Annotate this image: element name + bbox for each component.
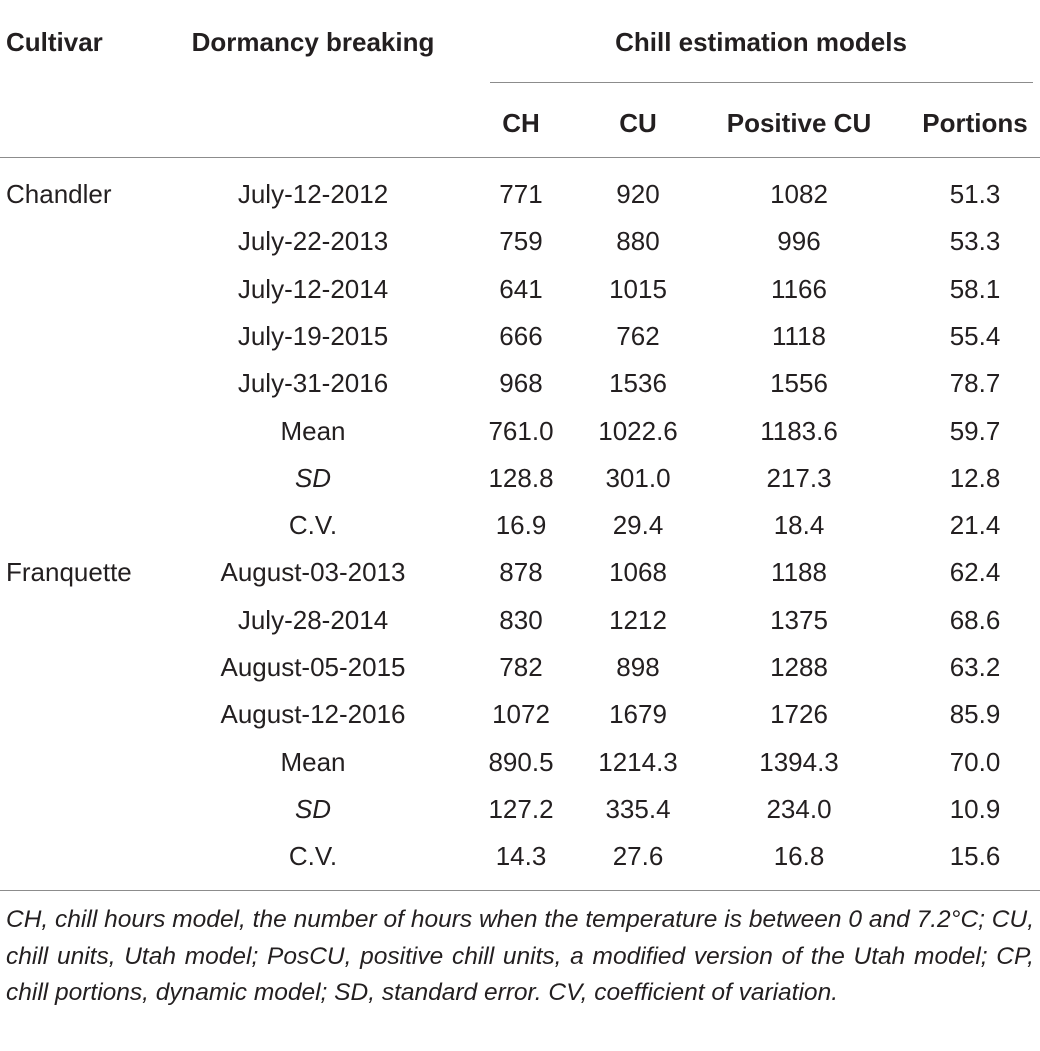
header-rule	[0, 157, 1040, 158]
cell-value: 666	[499, 320, 543, 351]
cell-value: 1726	[770, 699, 828, 730]
bottom-rule	[0, 890, 1040, 891]
cell-value: 70.0	[949, 746, 1001, 777]
row-label: July-19-2015	[237, 320, 389, 351]
cell-value: 62.4	[949, 557, 1001, 588]
row-label: August-05-2015	[220, 652, 406, 682]
cell-value: 78.7	[949, 368, 1001, 399]
row-label: August-03-2013	[220, 557, 406, 588]
cell-value: 58.1	[949, 273, 1001, 304]
cell-value: 996	[777, 226, 821, 257]
cell-value: 759	[499, 226, 543, 257]
cell-value: 21.4	[949, 510, 1001, 541]
cell-value: 335.4	[605, 793, 671, 824]
cell-value: 1394.3	[759, 746, 839, 777]
cell-value: 27.6	[612, 841, 664, 872]
cell-value: 16.8	[773, 841, 825, 872]
cell-value: 217.3	[766, 462, 832, 493]
column-header: CH	[502, 108, 540, 138]
cell-value: 762	[616, 320, 660, 351]
cell-value: 878	[499, 557, 543, 588]
cultivar: Chandler	[6, 179, 112, 209]
row-label: July-28-2014	[237, 604, 389, 635]
cell-value: 234.0	[766, 793, 832, 824]
cell-value: 771	[499, 179, 543, 209]
row-label: July-12-2014	[237, 273, 389, 304]
cell-value: 12.8	[949, 462, 1001, 493]
header-dormancy: Dormancy breaking	[191, 27, 435, 57]
cell-value: 1375	[770, 604, 828, 635]
cell-value: 1015	[609, 273, 667, 304]
cell-value: 10.9	[949, 793, 1001, 824]
cell-value: 782	[499, 652, 543, 682]
cell-value: 127.2	[488, 793, 554, 824]
cell-value: 14.3	[495, 841, 547, 872]
column-header: Positive CU	[726, 108, 872, 138]
cell-value: 890.5	[488, 746, 554, 777]
row-label: July-22-2013	[237, 226, 389, 257]
footnote: CH, chill hours model, the number of hou…	[6, 906, 1034, 1006]
column-header: CU	[619, 108, 657, 138]
cell-value: 1214.3	[598, 746, 678, 777]
cell-value: 1082	[770, 179, 828, 209]
cell-value: 55.4	[949, 320, 1001, 351]
cell-value: 85.9	[949, 699, 1001, 730]
row-label: July-31-2016	[237, 368, 389, 399]
row-label: C.V.	[288, 510, 338, 541]
row-label: SD	[294, 793, 332, 824]
cell-value: 1288	[770, 652, 828, 682]
cell-value: 128.8	[488, 462, 554, 493]
cell-value: 1022.6	[598, 415, 678, 446]
cell-value: 830	[499, 604, 543, 635]
cell-value: 15.6	[949, 841, 1001, 872]
row-label: SD	[294, 462, 332, 493]
cell-value: 68.6	[949, 604, 1001, 635]
cell-value: 1166	[771, 273, 827, 304]
cell-value: 1556	[770, 368, 828, 399]
cultivar: Franquette	[6, 557, 132, 588]
cell-value: 1183.6	[760, 415, 838, 446]
cell-value: 920	[616, 179, 660, 209]
cell-value: 29.4	[612, 510, 664, 541]
column-header: Portions	[922, 108, 1028, 138]
cell-value: 51.3	[949, 179, 1001, 209]
cell-value: 63.2	[949, 652, 1001, 682]
cell-value: 1212	[609, 604, 667, 635]
cell-value: 1536	[609, 368, 667, 399]
header-group: Chill estimation models	[615, 27, 907, 57]
cell-value: 641	[499, 273, 543, 304]
cell-value: 761.0	[488, 415, 554, 446]
cell-value: 880	[616, 226, 660, 257]
cell-value: 1679	[609, 699, 667, 730]
cell-value: 301.0	[605, 462, 671, 493]
row-label: Mean	[280, 415, 346, 446]
cell-value: 59.7	[949, 415, 1001, 446]
row-label: August-12-2016	[220, 699, 406, 730]
cell-value: 1072	[492, 699, 550, 730]
cell-value: 1068	[609, 557, 667, 588]
cell-value: 16.9	[495, 510, 547, 541]
group-rule	[490, 82, 1033, 83]
row-label: C.V.	[288, 841, 338, 872]
cell-value: 53.3	[949, 226, 1001, 257]
cell-value: 968	[499, 368, 543, 399]
cell-value: 1188	[771, 557, 827, 588]
cell-value: 18.4	[773, 510, 825, 541]
row-label: July-12-2012	[237, 179, 389, 209]
row-label: Mean	[280, 746, 346, 777]
header-cultivar: Cultivar	[6, 27, 103, 57]
cell-value: 1118	[772, 320, 826, 351]
cell-value: 898	[616, 652, 660, 682]
